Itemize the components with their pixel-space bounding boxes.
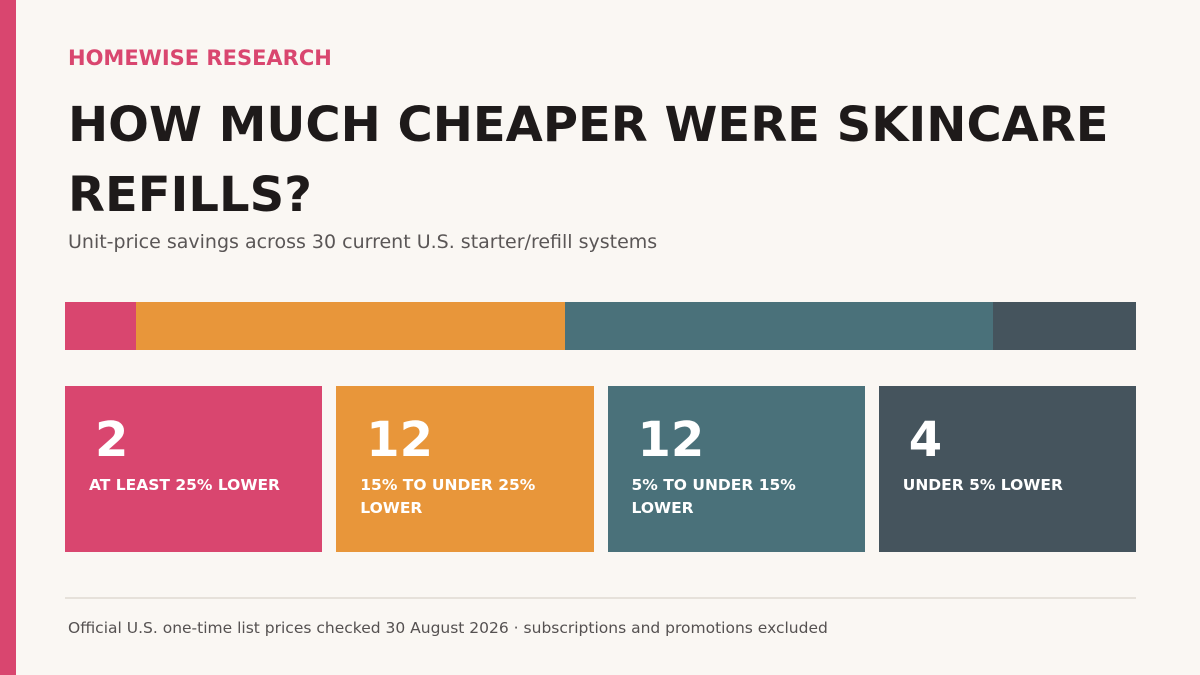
bar-segment-4 (993, 302, 1136, 350)
category-label: 5% TO UNDER 15% LOWER (631, 476, 796, 517)
chart-title: HOW MUCH CHEAPER WERE SKINCARE REFILLS? (68, 97, 1109, 223)
footer-divider (65, 597, 1136, 599)
category-label: 15% TO UNDER 25% LOWER (360, 476, 536, 517)
category-card-3: 12 5% TO UNDER 15% LOWER (607, 386, 865, 552)
bar-segment-1 (65, 302, 137, 350)
category-card-1: 2 AT LEAST 25% LOWER (65, 386, 323, 552)
category-cards: 2 AT LEAST 25% LOWER 12 15% TO UNDER 25% LO… (65, 386, 1136, 552)
category-label: AT LEAST 25% LOWER (89, 476, 280, 494)
category-card-2: 12 15% TO UNDER 25% LOWER (336, 386, 594, 552)
stacked-bar (65, 302, 1136, 350)
bar-segment-2 (136, 302, 565, 350)
category-count: 12 (366, 412, 434, 468)
category-count: 4 (908, 412, 943, 468)
accent-stripe (0, 0, 16, 675)
publisher-kicker: HOMEWISE RESEARCH (68, 46, 332, 70)
source-footnote: Official U.S. one-time list prices check… (68, 619, 828, 637)
category-label: UNDER 5% LOWER (902, 476, 1063, 494)
chart-subtitle: Unit-price savings across 30 current U.S… (68, 231, 658, 253)
bar-segment-3 (564, 302, 994, 350)
category-card-4: 4 UNDER 5% LOWER (878, 386, 1136, 552)
category-count: 2 (95, 412, 129, 468)
category-count: 12 (637, 412, 705, 468)
